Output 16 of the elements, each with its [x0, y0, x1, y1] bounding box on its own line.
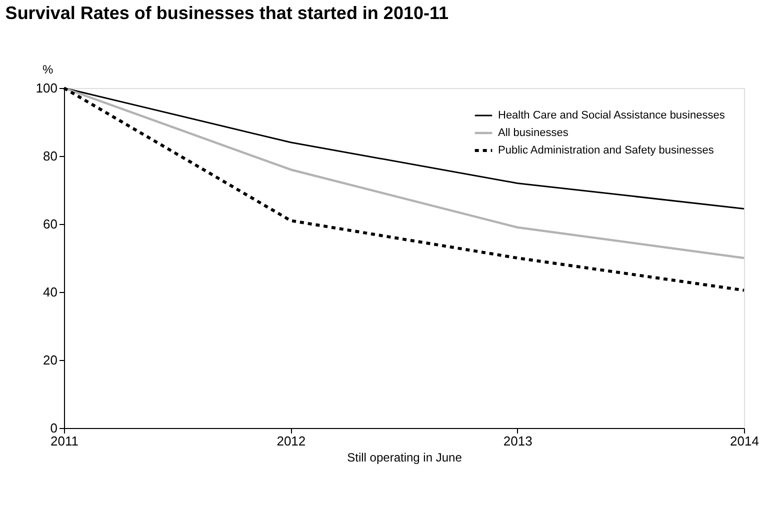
- x-tick-label: 2014: [730, 434, 759, 448]
- y-tick-label: 20: [43, 352, 58, 368]
- chart-title: Survival Rates of businesses that started in 2010-11: [5, 3, 449, 23]
- legend-label: Public Administration and Safety businesses: [498, 144, 714, 156]
- y-tick-label: 0: [50, 420, 58, 436]
- y-tick-label: 80: [43, 148, 58, 164]
- y-tick-label: 100: [36, 80, 58, 96]
- x-tick-label: 2011: [50, 434, 78, 448]
- legend-label: All businesses: [498, 127, 569, 139]
- x-tick-label: 2012: [276, 434, 306, 448]
- x-tick-label: 2013: [503, 434, 532, 448]
- y-tick-label: 60: [43, 216, 58, 232]
- legend-label: Health Care and Social Assistance businesses: [498, 110, 726, 122]
- x-axis-title: Still operating in June: [347, 450, 462, 464]
- y-axis-title: %: [42, 62, 54, 76]
- y-tick-label: 40: [43, 284, 58, 300]
